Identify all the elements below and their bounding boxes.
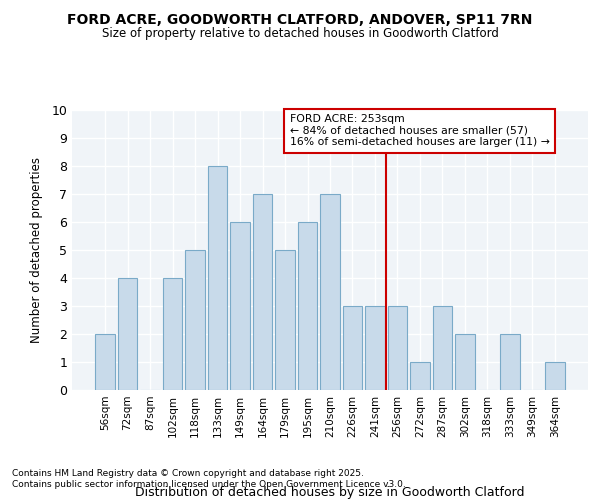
Bar [320, 194, 340, 390]
Text: Size of property relative to detached houses in Goodworth Clatford: Size of property relative to detached ho… [101, 28, 499, 40]
Bar [163, 278, 182, 390]
Text: Contains HM Land Registry data © Crown copyright and database right 2025.: Contains HM Land Registry data © Crown c… [12, 468, 364, 477]
Bar [545, 362, 565, 390]
Bar [500, 334, 520, 390]
Bar [95, 334, 115, 390]
Bar [230, 222, 250, 390]
X-axis label: Distribution of detached houses by size in Goodworth Clatford: Distribution of detached houses by size … [135, 486, 525, 498]
Text: FORD ACRE, GOODWORTH CLATFORD, ANDOVER, SP11 7RN: FORD ACRE, GOODWORTH CLATFORD, ANDOVER, … [67, 12, 533, 26]
Bar [298, 222, 317, 390]
Bar [185, 250, 205, 390]
Bar [388, 306, 407, 390]
Bar [253, 194, 272, 390]
Bar [118, 278, 137, 390]
Bar [455, 334, 475, 390]
Bar [275, 250, 295, 390]
Text: FORD ACRE: 253sqm
← 84% of detached houses are smaller (57)
16% of semi-detached: FORD ACRE: 253sqm ← 84% of detached hous… [290, 114, 550, 148]
Bar [365, 306, 385, 390]
Y-axis label: Number of detached properties: Number of detached properties [30, 157, 43, 343]
Bar [208, 166, 227, 390]
Bar [343, 306, 362, 390]
Bar [410, 362, 430, 390]
Bar [433, 306, 452, 390]
Text: Contains public sector information licensed under the Open Government Licence v3: Contains public sector information licen… [12, 480, 406, 489]
